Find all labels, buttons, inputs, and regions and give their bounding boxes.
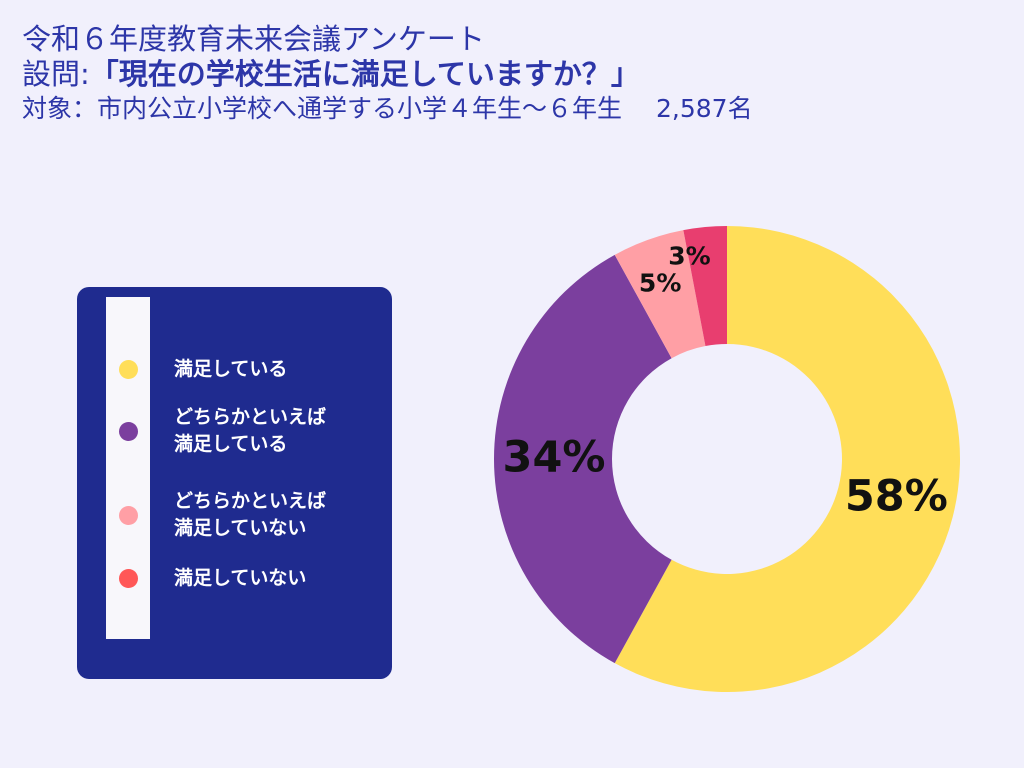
slice-somewhat-unsatisfied: [614, 230, 706, 359]
legend-item-satisfied: 満足している: [119, 356, 384, 383]
slice-label-satisfied: 58%: [845, 471, 948, 521]
legend-item-somewhat-unsatisfied: どちらかといえば 満足していない: [119, 488, 384, 542]
survey-title: 令和６年度教育未来会議アンケート: [22, 22, 485, 56]
legend-swatch-somewhat-unsatisfied: [119, 505, 138, 525]
legend-panel: 満足している どちらかといえば 満足している どちらかといえば 満足していない …: [77, 287, 392, 679]
legend-label-somewhat-satisfied: どちらかといえば 満足している: [174, 406, 327, 455]
question-prefix: 設問:: [22, 57, 90, 91]
slice-somewhat-satisfied: [493, 254, 672, 664]
legend-item-somewhat-satisfied: どちらかといえば 満足している: [119, 404, 384, 458]
legend-swatch-somewhat-satisfied: [119, 421, 138, 441]
legend-label-somewhat-unsatisfied: どちらかといえば 満足していない: [174, 490, 327, 539]
chart-header: 令和６年度教育未来会議アンケート 設問:「現在の学校生活に満足していますか？」 …: [22, 22, 753, 126]
slice-label-somewhat-satisfied: 34%: [503, 432, 606, 482]
slice-label-somewhat-unsatisfied: 5%: [639, 268, 681, 297]
slice-unsatisfied: [683, 226, 727, 347]
legend-item-unsatisfied: 満足していない: [119, 565, 384, 592]
legend-swatch-unsatisfied: [119, 569, 138, 588]
legend-swatch-satisfied: [119, 360, 138, 379]
question-text: 「現在の学校生活に満足していますか？」: [89, 57, 640, 91]
slice-label-unsatisfied: 3%: [668, 241, 710, 270]
target-line: 対象：市内公立小学校へ通学する小学４年生〜６年生 2,587名: [22, 92, 753, 126]
legend-label-satisfied: 満足している: [174, 358, 288, 380]
legend-label-unsatisfied: 満足していない: [174, 567, 307, 589]
slice-satisfied: [614, 226, 961, 692]
target-text: 対象：市内公立小学校へ通学する小学４年生〜６年生: [22, 94, 623, 123]
respondent-count: 2,587名: [656, 94, 753, 123]
question-line: 設問:「現在の学校生活に満足していますか？」: [22, 56, 753, 92]
